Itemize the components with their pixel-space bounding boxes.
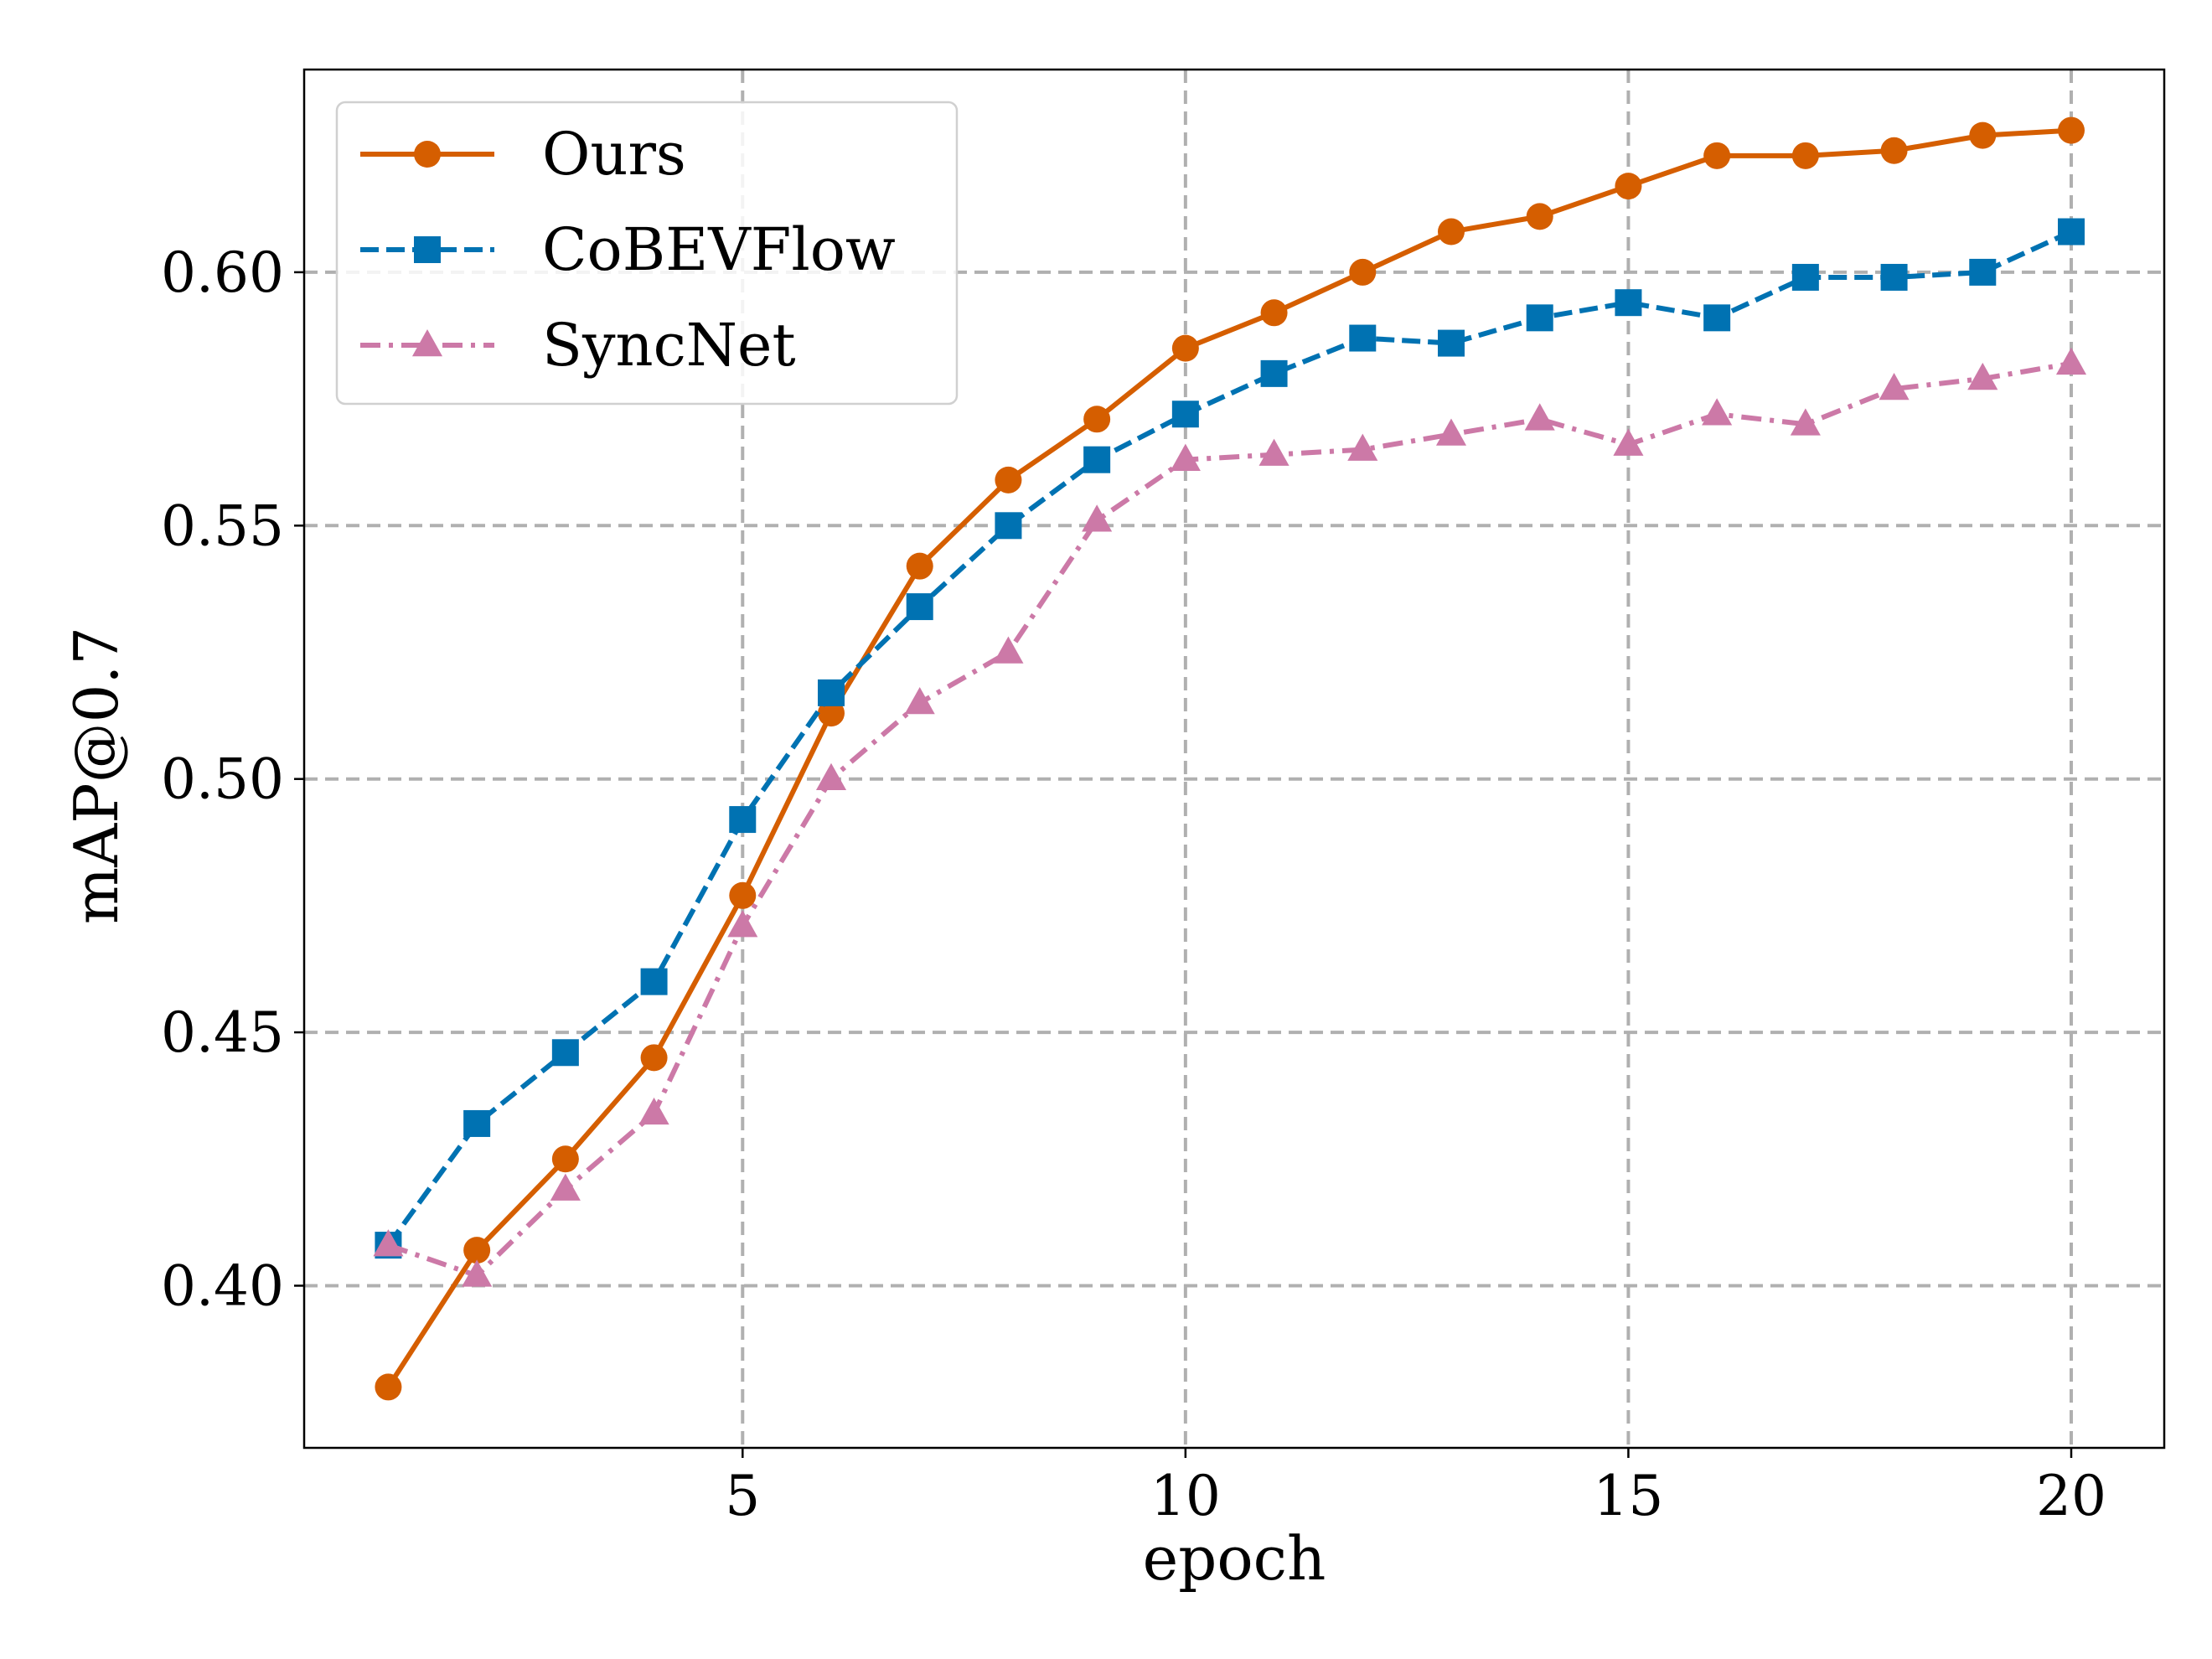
data-point-cobevflow bbox=[729, 806, 757, 834]
x-axis-label: epoch bbox=[1143, 1523, 1326, 1594]
data-point-syncnet bbox=[1524, 403, 1555, 431]
data-point-ours bbox=[1880, 137, 1908, 164]
data-point-ours bbox=[1615, 173, 1642, 200]
data-point-ours bbox=[1438, 218, 1465, 245]
data-point-ours bbox=[1526, 203, 1553, 230]
y-tick-label: 0.40 bbox=[161, 1253, 284, 1318]
y-tick-label: 0.55 bbox=[161, 494, 284, 558]
data-point-ours bbox=[551, 1145, 579, 1173]
data-point-cobevflow bbox=[463, 1109, 491, 1137]
legend-marker-cobevflow bbox=[414, 236, 441, 263]
data-point-cobevflow bbox=[1526, 304, 1553, 332]
data-point-syncnet bbox=[1082, 504, 1113, 532]
x-tick-label: 10 bbox=[1150, 1464, 1221, 1528]
y-axis-label: mAP@0.7 bbox=[61, 627, 132, 924]
data-point-ours bbox=[1703, 142, 1731, 169]
data-point-ours bbox=[1791, 142, 1819, 169]
series-line-ours bbox=[385, 127, 2072, 1389]
data-point-syncnet bbox=[815, 762, 847, 790]
data-point-cobevflow bbox=[1260, 359, 1288, 387]
series-line-cobevflow bbox=[386, 229, 2073, 1247]
data-point-syncnet bbox=[727, 910, 758, 938]
data-point-syncnet bbox=[373, 1229, 404, 1257]
data-point-syncnet bbox=[1702, 398, 1733, 426]
data-point-syncnet bbox=[1613, 428, 1644, 456]
data-point-cobevflow bbox=[906, 593, 933, 621]
data-point-cobevflow bbox=[1791, 263, 1819, 291]
x-tick-label: 20 bbox=[2036, 1464, 2106, 1528]
series-line-syncnet bbox=[387, 360, 2072, 1279]
data-point-ours bbox=[1083, 406, 1111, 433]
data-point-ours bbox=[1969, 121, 1997, 149]
legend-box bbox=[335, 101, 959, 406]
data-point-cobevflow bbox=[551, 1039, 579, 1067]
data-point-syncnet bbox=[1967, 362, 1998, 390]
data-point-cobevflow bbox=[640, 968, 668, 995]
data-point-ours bbox=[375, 1373, 402, 1401]
data-point-cobevflow bbox=[1438, 329, 1465, 357]
data-point-cobevflow bbox=[1703, 304, 1731, 332]
data-point-syncnet bbox=[2055, 347, 2087, 375]
axis-ticks: 5 10 15 20 0.40 0.45 0.50 0.55 0.60 bbox=[161, 240, 2106, 1528]
data-point-cobevflow bbox=[995, 512, 1022, 540]
legend-marker-ours bbox=[414, 141, 441, 168]
data-point-cobevflow bbox=[1880, 263, 1908, 291]
legend-label-ours: Ours bbox=[542, 120, 686, 189]
data-point-ours bbox=[906, 552, 933, 580]
data-point-ours bbox=[1349, 258, 1377, 286]
data-point-cobevflow bbox=[1171, 401, 1199, 428]
data-point-syncnet bbox=[462, 1259, 493, 1287]
legend-marker-syncnet bbox=[411, 329, 443, 357]
data-point-cobevflow bbox=[1083, 446, 1111, 473]
legend-label-cobevflow: CoBEVFlow bbox=[542, 215, 896, 284]
y-tick-label: 0.45 bbox=[161, 1000, 284, 1065]
legend-label-syncnet: SyncNet bbox=[542, 311, 796, 380]
data-point-ours bbox=[1260, 299, 1288, 327]
y-tick-label: 0.60 bbox=[161, 240, 284, 305]
data-point-syncnet bbox=[993, 636, 1024, 664]
grid bbox=[304, 70, 2164, 1448]
data-point-syncnet bbox=[1879, 373, 1910, 401]
data-point-ours bbox=[1171, 334, 1199, 362]
series-syncnet bbox=[373, 347, 2087, 1287]
data-point-ours bbox=[995, 466, 1022, 494]
data-point-syncnet bbox=[638, 1097, 669, 1125]
data-point-syncnet bbox=[1790, 408, 1821, 436]
x-tick-label: 15 bbox=[1593, 1464, 1663, 1528]
legend: Ours CoBEVFlow SyncNet bbox=[335, 101, 959, 406]
data-point-ours bbox=[640, 1044, 668, 1072]
data-point-ours bbox=[729, 881, 757, 909]
data-point-syncnet bbox=[1347, 433, 1378, 461]
data-point-syncnet bbox=[1258, 438, 1289, 466]
series-group bbox=[373, 116, 2087, 1401]
y-tick-label: 0.50 bbox=[161, 747, 284, 812]
data-point-ours bbox=[2058, 116, 2085, 144]
x-tick-label: 5 bbox=[725, 1464, 760, 1528]
data-point-cobevflow bbox=[1615, 289, 1642, 317]
data-point-syncnet bbox=[1170, 443, 1201, 471]
series-ours bbox=[375, 116, 2085, 1401]
data-point-ours bbox=[463, 1237, 491, 1264]
plot-frame bbox=[302, 68, 2166, 1450]
data-point-syncnet bbox=[550, 1173, 581, 1201]
data-point-syncnet bbox=[904, 686, 935, 715]
data-point-cobevflow bbox=[818, 679, 845, 706]
data-point-cobevflow bbox=[2058, 218, 2085, 245]
data-point-syncnet bbox=[1435, 418, 1467, 446]
data-point-cobevflow bbox=[1349, 324, 1377, 352]
data-point-cobevflow bbox=[1969, 258, 1997, 286]
